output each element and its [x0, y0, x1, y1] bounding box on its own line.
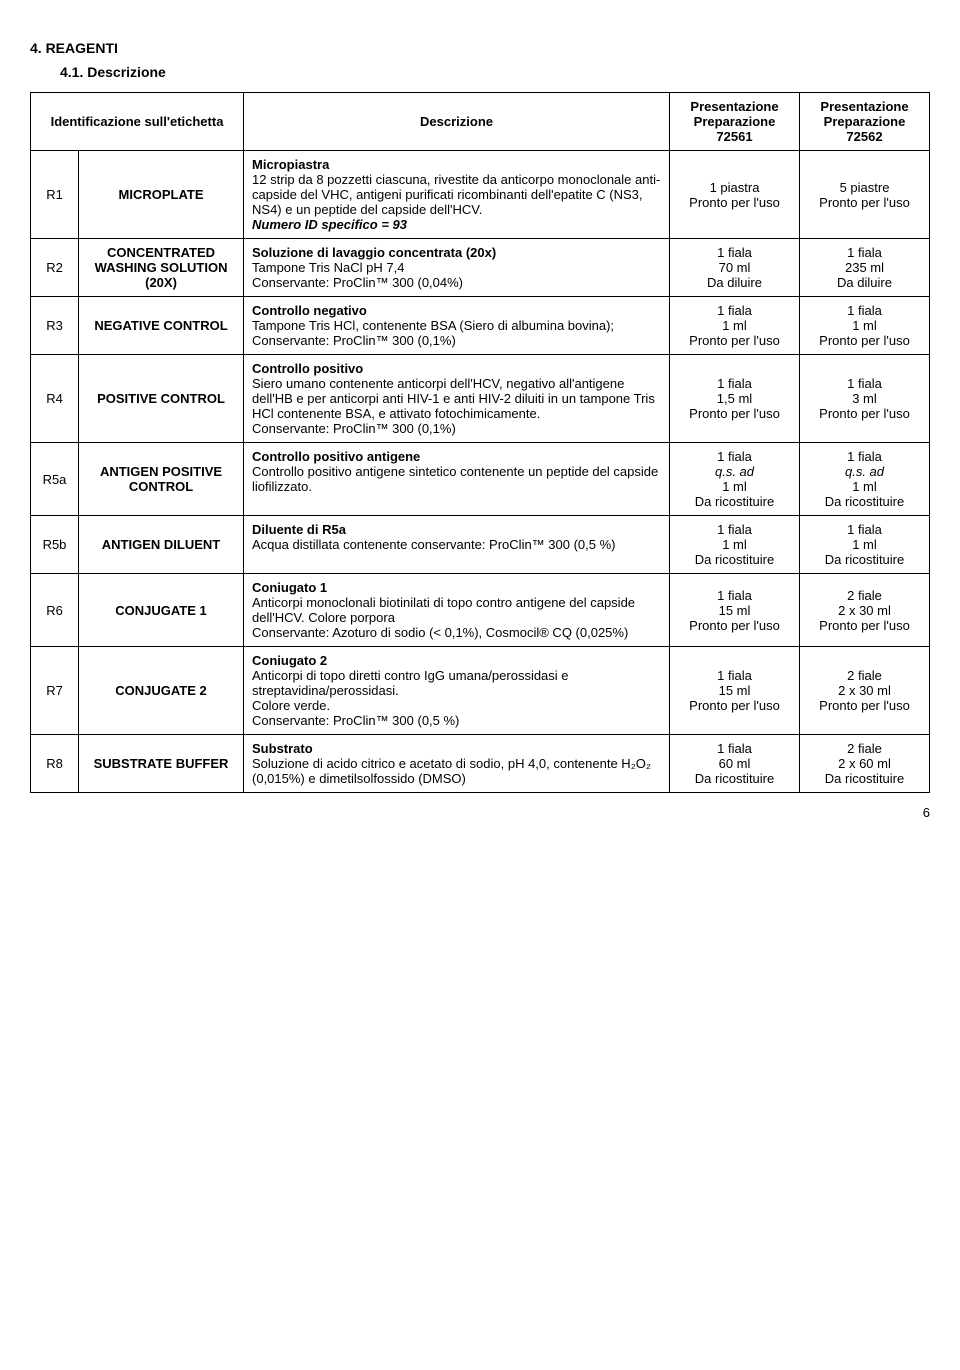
reagent-code: R5b	[31, 516, 79, 574]
presentation-cell: 1 fiala1 mlDa ricostituire	[800, 516, 930, 574]
reagent-code: R8	[31, 735, 79, 793]
reagent-label: ANTIGEN DILUENT	[79, 516, 244, 574]
reagent-code: R7	[31, 647, 79, 735]
presentation-cell: 2 fiale2 x 30 mlPronto per l'uso	[800, 647, 930, 735]
reagent-code: R4	[31, 355, 79, 443]
header-desc: Descrizione	[244, 93, 670, 151]
presentation-cell: 1 fiala1 mlPronto per l'uso	[670, 297, 800, 355]
table-header-row: Identificazione sull'etichetta Descrizio…	[31, 93, 930, 151]
table-row: R5bANTIGEN DILUENTDiluente di R5aAcqua d…	[31, 516, 930, 574]
table-row: R1MICROPLATEMicropiastra12 strip da 8 po…	[31, 151, 930, 239]
presentation-cell: 1 fialaq.s. ad1 mlDa ricostituire	[800, 443, 930, 516]
table-row: R5aANTIGEN POSITIVE CONTROLControllo pos…	[31, 443, 930, 516]
reagent-description: Soluzione di lavaggio concentrata (20x)T…	[244, 239, 670, 297]
reagent-table: Identificazione sull'etichetta Descrizio…	[30, 92, 930, 793]
reagent-description: Diluente di R5aAcqua distillata contenen…	[244, 516, 670, 574]
reagent-label: POSITIVE CONTROL	[79, 355, 244, 443]
presentation-cell: 1 fiala15 mlPronto per l'uso	[670, 574, 800, 647]
reagent-code: R2	[31, 239, 79, 297]
table-row: R3NEGATIVE CONTROLControllo negativoTamp…	[31, 297, 930, 355]
reagent-description: Controllo negativoTampone Tris HCl, cont…	[244, 297, 670, 355]
table-row: R8SUBSTRATE BUFFERSubstratoSoluzione di …	[31, 735, 930, 793]
table-row: R2CONCENTRATED WASHING SOLUTION (20X)Sol…	[31, 239, 930, 297]
presentation-cell: 1 fiala60 mlDa ricostituire	[670, 735, 800, 793]
presentation-cell: 1 fiala3 mlPronto per l'uso	[800, 355, 930, 443]
table-row: R6CONJUGATE 1Coniugato 1Anticorpi monocl…	[31, 574, 930, 647]
presentation-cell: 1 fiala70 mlDa diluire	[670, 239, 800, 297]
reagent-code: R6	[31, 574, 79, 647]
reagent-description: Micropiastra12 strip da 8 pozzetti ciasc…	[244, 151, 670, 239]
reagent-description: Coniugato 1Anticorpi monoclonali biotini…	[244, 574, 670, 647]
reagent-code: R1	[31, 151, 79, 239]
subsection-title: 4.1. Descrizione	[60, 64, 930, 80]
table-row: R7CONJUGATE 2Coniugato 2Anticorpi di top…	[31, 647, 930, 735]
reagent-code: R3	[31, 297, 79, 355]
header-pres2: Presentazione Preparazione 72562	[800, 93, 930, 151]
table-row: R4POSITIVE CONTROLControllo positivoSier…	[31, 355, 930, 443]
reagent-label: MICROPLATE	[79, 151, 244, 239]
presentation-cell: 1 fiala1 mlDa ricostituire	[670, 516, 800, 574]
page-number: 6	[30, 805, 930, 820]
reagent-label: CONJUGATE 2	[79, 647, 244, 735]
presentation-cell: 1 fiala1 mlPronto per l'uso	[800, 297, 930, 355]
reagent-description: Coniugato 2Anticorpi di topo diretti con…	[244, 647, 670, 735]
presentation-cell: 2 fiale2 x 60 mlDa ricostituire	[800, 735, 930, 793]
section-title: 4. REAGENTI	[30, 40, 930, 56]
reagent-label: SUBSTRATE BUFFER	[79, 735, 244, 793]
reagent-label: CONJUGATE 1	[79, 574, 244, 647]
reagent-code: R5a	[31, 443, 79, 516]
presentation-cell: 1 piastraPronto per l'uso	[670, 151, 800, 239]
reagent-label: ANTIGEN POSITIVE CONTROL	[79, 443, 244, 516]
reagent-description: Controllo positivoSiero umano contenente…	[244, 355, 670, 443]
header-id: Identificazione sull'etichetta	[31, 93, 244, 151]
reagent-label: CONCENTRATED WASHING SOLUTION (20X)	[79, 239, 244, 297]
presentation-cell: 5 piastrePronto per l'uso	[800, 151, 930, 239]
presentation-cell: 1 fiala235 mlDa diluire	[800, 239, 930, 297]
reagent-label: NEGATIVE CONTROL	[79, 297, 244, 355]
presentation-cell: 1 fiala1,5 mlPronto per l'uso	[670, 355, 800, 443]
presentation-cell: 1 fiala15 mlPronto per l'uso	[670, 647, 800, 735]
reagent-description: Controllo positivo antigeneControllo pos…	[244, 443, 670, 516]
reagent-description: SubstratoSoluzione di acido citrico e ac…	[244, 735, 670, 793]
presentation-cell: 2 fiale2 x 30 mlPronto per l'uso	[800, 574, 930, 647]
presentation-cell: 1 fialaq.s. ad1 mlDa ricostituire	[670, 443, 800, 516]
header-pres1: Presentazione Preparazione 72561	[670, 93, 800, 151]
